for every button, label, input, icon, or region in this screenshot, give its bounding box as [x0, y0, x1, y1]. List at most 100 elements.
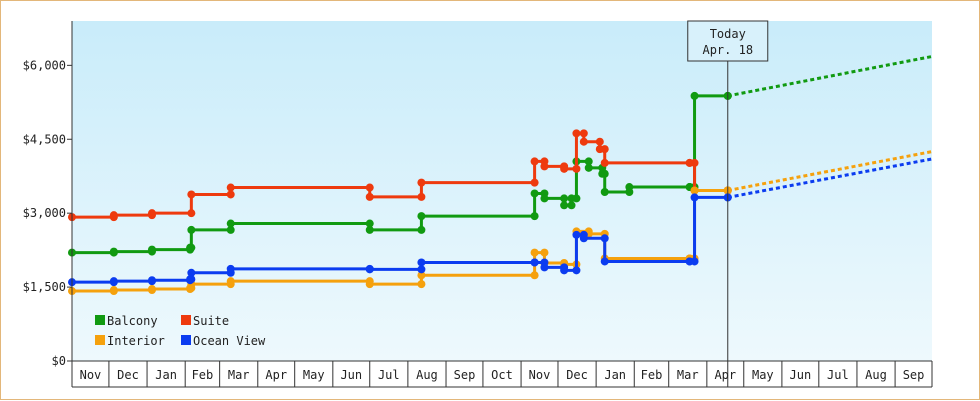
- month-label: Jul: [378, 368, 400, 382]
- data-point: [540, 263, 549, 272]
- data-point: [530, 178, 539, 187]
- data-point: [600, 187, 609, 196]
- legend-label: Interior: [107, 334, 165, 348]
- data-point: [365, 192, 374, 201]
- month-label: Jan: [155, 368, 177, 382]
- month-label: Aug: [416, 368, 438, 382]
- data-point: [625, 183, 634, 192]
- data-point: [572, 129, 581, 138]
- data-point: [584, 163, 593, 172]
- y-tick-label: $0: [52, 354, 66, 368]
- data-point: [540, 162, 549, 171]
- month-label: Jan: [604, 368, 626, 382]
- month-label: Jun: [790, 368, 812, 382]
- data-point: [600, 234, 609, 243]
- data-point: [579, 234, 588, 243]
- data-point: [109, 247, 118, 256]
- data-point: [147, 209, 156, 218]
- month-label: Mar: [228, 368, 250, 382]
- data-point: [540, 248, 549, 257]
- legend-swatch: [95, 335, 105, 345]
- data-point: [595, 137, 604, 146]
- today-date: Apr. 18: [702, 43, 753, 57]
- data-point: [690, 186, 699, 195]
- legend-label: Balcony: [107, 314, 158, 328]
- data-point: [690, 158, 699, 167]
- today-box: [687, 20, 769, 62]
- data-point: [600, 145, 609, 154]
- today-label: Today: [710, 27, 746, 41]
- data-point: [417, 265, 426, 274]
- data-point: [226, 277, 235, 286]
- data-point: [226, 183, 235, 192]
- month-label: Oct: [491, 368, 513, 382]
- month-label: Feb: [192, 368, 214, 382]
- data-point: [579, 137, 588, 146]
- data-point: [417, 258, 426, 267]
- data-point: [417, 271, 426, 280]
- data-point: [530, 157, 539, 166]
- month-label: Jun: [340, 368, 362, 382]
- data-point: [567, 201, 576, 210]
- data-point: [560, 201, 569, 210]
- data-point: [600, 257, 609, 266]
- data-point: [690, 91, 699, 100]
- month-label: Sep: [454, 368, 476, 382]
- plot-background: [72, 21, 932, 361]
- y-tick-label: $3,000: [23, 206, 66, 220]
- axes-layer: $0 $1,500 $3,000 $4,500 $6,000 Nov Dec Jan Feb Ma…: [23, 21, 933, 388]
- month-label: Jul: [827, 368, 849, 382]
- series-balcony: [68, 55, 933, 257]
- today-marker: Today Apr. 18: [687, 20, 769, 387]
- data-point: [560, 266, 569, 275]
- data-point: [579, 129, 588, 138]
- data-point: [109, 211, 118, 220]
- month-label: Nov: [529, 368, 551, 382]
- data-point: [560, 194, 569, 203]
- legend-item-balcony: Balcony: [95, 314, 158, 328]
- month-label: Aug: [865, 368, 887, 382]
- data-point: [417, 280, 426, 289]
- data-point: [690, 193, 699, 202]
- data-point: [226, 219, 235, 228]
- data-point: [530, 271, 539, 280]
- data-point: [600, 169, 609, 178]
- data-point: [530, 258, 539, 267]
- month-label: Dec: [566, 368, 588, 382]
- y-tick-label: $4,500: [23, 132, 66, 146]
- legend: Balcony Suite Interior Ocean View: [95, 314, 266, 348]
- data-point: [226, 264, 235, 273]
- data-point: [365, 219, 374, 228]
- data-point: [600, 158, 609, 167]
- data-point: [417, 178, 426, 187]
- legend-item-interior: Interior: [95, 334, 165, 348]
- y-tick-label: $1,500: [23, 280, 66, 294]
- data-point: [572, 164, 581, 173]
- data-point: [365, 280, 374, 289]
- data-point: [147, 285, 156, 294]
- data-point: [187, 268, 196, 277]
- data-point: [187, 275, 196, 284]
- month-label: Apr: [265, 368, 287, 382]
- data-point: [560, 164, 569, 173]
- data-point: [690, 257, 699, 266]
- month-label: Sep: [903, 368, 925, 382]
- data-point: [530, 189, 539, 198]
- month-label: Feb: [641, 368, 663, 382]
- legend-item-ocean-view: Ocean View: [181, 334, 266, 348]
- data-point: [417, 212, 426, 221]
- month-label: May: [303, 368, 325, 382]
- legend-label: Ocean View: [193, 334, 266, 348]
- legend-swatch: [95, 315, 105, 325]
- data-point: [572, 266, 581, 275]
- data-point: [147, 245, 156, 254]
- data-point: [417, 225, 426, 234]
- legend-label: Suite: [193, 314, 229, 328]
- legend-swatch: [181, 335, 191, 345]
- data-point: [109, 277, 118, 286]
- legend-item-suite: Suite: [181, 314, 229, 328]
- data-point: [109, 286, 118, 295]
- data-point: [226, 190, 235, 199]
- month-label: Apr: [714, 368, 736, 382]
